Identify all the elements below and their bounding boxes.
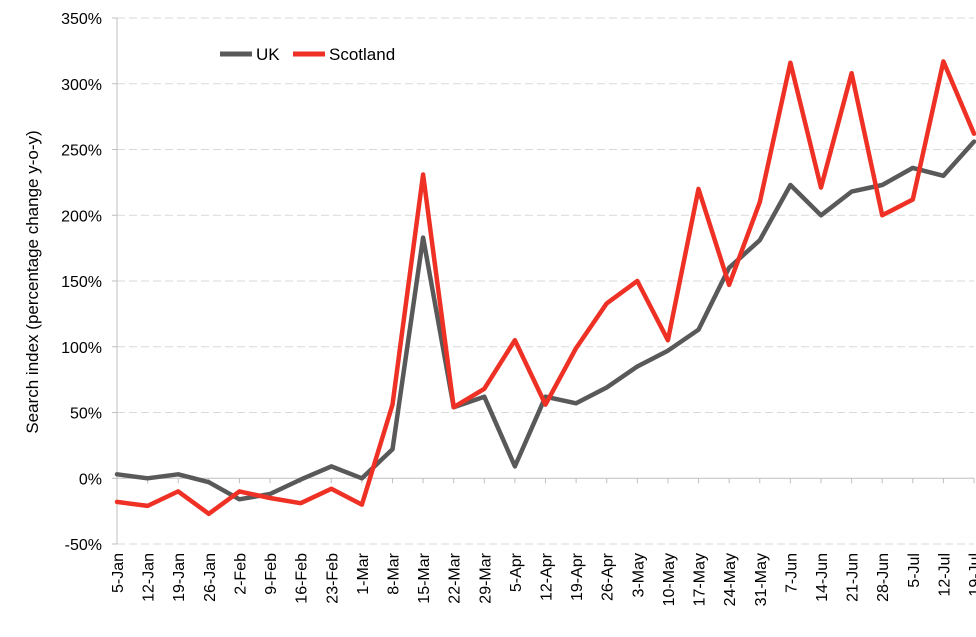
y-tick-labels: -50% 0% 50% 100% 150% 200% 250% 300% 350% [61, 11, 102, 554]
x-tick-label: 3-May [630, 553, 647, 597]
legend-label-uk: UK [256, 45, 280, 64]
series-line-uk [114, 139, 976, 502]
y-tick-label: 250% [61, 143, 102, 160]
y-tick-label: 350% [61, 11, 102, 28]
x-tick-label: 16-Feb [294, 553, 311, 604]
x-tick-label: 31-May [753, 553, 770, 606]
x-tick-label: 14-Jun [814, 553, 831, 602]
x-tick-label: 19-Apr [569, 552, 586, 601]
x-tick-label: 23-Feb [324, 553, 341, 604]
x-tick-label: 8-Mar [385, 552, 402, 594]
series-line-scotland [114, 59, 976, 517]
x-tick-label: 26-Apr [600, 552, 617, 601]
y-tick-label: -50% [65, 537, 102, 554]
x-tick-label: 29-Mar [477, 552, 494, 603]
x-tick-label: 10-May [661, 553, 678, 606]
y-tick-label: 200% [61, 208, 102, 225]
series-lines [114, 59, 976, 517]
x-tick-label: 9-Feb [263, 553, 280, 595]
y-tick-label: 100% [61, 340, 102, 357]
x-tick-label: 24-May [722, 553, 739, 606]
x-tick-label: 19-Jan [171, 553, 188, 602]
legend-label-scotland: Scotland [329, 45, 395, 64]
x-tick-label: 2-Feb [232, 553, 249, 595]
y-tick-label: 0% [79, 471, 102, 488]
x-tick-label: 12-Jan [141, 553, 158, 602]
x-tick-label: 19-Jul [967, 553, 976, 597]
y-axis-title: Search index (percentage change y-o-y) [23, 130, 42, 433]
axes [112, 17, 975, 545]
x-tick-label: 5-Jul [906, 553, 923, 588]
x-tick-label: 22-Mar [447, 552, 464, 603]
x-tick-label: 26-Jan [202, 553, 219, 602]
x-tick-label: 7-Jun [783, 553, 800, 593]
x-tick-label: 21-Jun [845, 553, 862, 602]
x-tick-label: 1-Mar [355, 552, 372, 594]
x-tick-label: 5-Jan [110, 553, 127, 593]
x-tick-label: 5-Apr [508, 552, 525, 592]
legend: UK Scotland [220, 45, 395, 64]
x-tick-label: 28-Jun [875, 553, 892, 602]
y-tick-label: 50% [70, 406, 102, 423]
y-tick-label: 150% [61, 274, 102, 291]
x-tick-label: 12-Jul [936, 553, 953, 597]
x-tick-label: 17-May [692, 553, 709, 606]
x-tick-label: 12-Apr [539, 552, 556, 601]
x-tick-labels: 5-Jan 12-Jan 19-Jan 26-Jan 2-Feb 9-Feb 16-Feb 2… [110, 552, 976, 606]
x-tick-label: 15-Mar [416, 552, 433, 603]
y-tick-label: 300% [61, 77, 102, 94]
